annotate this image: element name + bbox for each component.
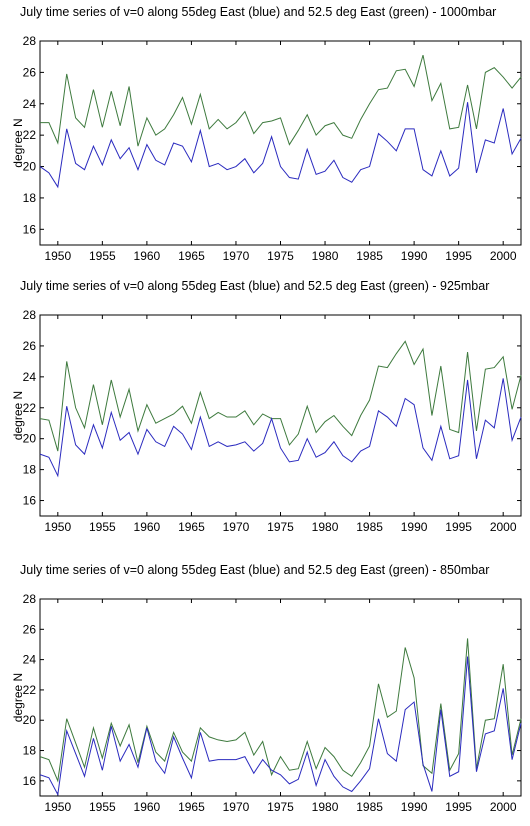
x-tick-label: 1990 xyxy=(401,520,428,534)
y-tick-label: 26 xyxy=(23,65,37,79)
x-tick-label: 1950 xyxy=(44,800,71,814)
x-tick-label: 1955 xyxy=(89,800,116,814)
x-tick-label: 1965 xyxy=(178,800,205,814)
x-tick-label: 1985 xyxy=(356,800,383,814)
x-tick-label: 2000 xyxy=(490,800,517,814)
x-tick-label: 1985 xyxy=(356,249,383,263)
chart-panel-850mbar: July time series of v=0 along 55deg East… xyxy=(0,552,530,826)
x-tick-label: 1960 xyxy=(134,520,161,534)
y-tick-label: 26 xyxy=(23,339,37,353)
x-tick-label: 1975 xyxy=(267,249,294,263)
chart-title: July time series of v=0 along 55deg East… xyxy=(20,5,496,19)
x-tick-label: 1995 xyxy=(445,249,472,263)
y-tick-label: 20 xyxy=(23,432,37,446)
chart-panel-925mbar: July time series of v=0 along 55deg East… xyxy=(0,275,530,545)
y-tick-label: 22 xyxy=(23,683,37,697)
x-tick-label: 2000 xyxy=(490,249,517,263)
series-line-green xyxy=(39,340,522,452)
x-tick-label: 1975 xyxy=(267,800,294,814)
x-tick-label: 1960 xyxy=(134,249,161,263)
y-tick-label: 18 xyxy=(23,191,37,205)
series-line-blue xyxy=(39,378,522,478)
x-tick-label: 1960 xyxy=(134,800,161,814)
x-tick-label: 1980 xyxy=(312,249,339,263)
y-tick-label: 28 xyxy=(23,34,37,48)
y-tick-label: 28 xyxy=(23,308,37,322)
chart-title: July time series of v=0 along 55deg East… xyxy=(20,563,489,577)
series-line-green xyxy=(40,54,522,147)
x-tick-label: 1985 xyxy=(356,520,383,534)
y-tick-label: 22 xyxy=(23,401,37,415)
x-tick-label: 1950 xyxy=(44,249,71,263)
x-tick-label: 1970 xyxy=(223,249,250,263)
x-tick-label: 1950 xyxy=(44,520,71,534)
y-tick-label: 24 xyxy=(23,97,37,111)
y-tick-label: 20 xyxy=(23,713,37,727)
x-tick-label: 1995 xyxy=(445,520,472,534)
y-axis-label: degree N xyxy=(11,391,25,440)
y-tick-label: 22 xyxy=(23,128,37,142)
y-tick-label: 20 xyxy=(23,160,37,174)
series-line-blue xyxy=(39,102,522,189)
y-tick-label: 24 xyxy=(23,653,37,667)
x-tick-label: 1965 xyxy=(178,249,205,263)
chart-title: July time series of v=0 along 55deg East… xyxy=(20,279,489,293)
x-tick-label: 1970 xyxy=(223,800,250,814)
x-tick-label: 1955 xyxy=(89,520,116,534)
x-tick-label: 1965 xyxy=(178,520,205,534)
y-axis-label: degree N xyxy=(11,673,25,722)
chart-panel-1000mbar: July time series of v=0 along 55deg East… xyxy=(0,0,530,270)
y-tick-label: 24 xyxy=(23,370,37,384)
y-tick-label: 28 xyxy=(23,592,37,606)
x-tick-label: 1990 xyxy=(401,800,428,814)
y-tick-label: 16 xyxy=(23,494,37,508)
x-tick-label: 1995 xyxy=(445,800,472,814)
y-tick-label: 18 xyxy=(23,744,37,758)
y-tick-label: 16 xyxy=(23,774,37,788)
x-tick-label: 1990 xyxy=(401,249,428,263)
x-tick-label: 1975 xyxy=(267,520,294,534)
plot-frame xyxy=(39,40,522,246)
series-line-blue xyxy=(39,656,522,797)
x-tick-label: 1970 xyxy=(223,520,250,534)
plot-frame xyxy=(39,598,522,797)
chart-925mbar: July time series of v=0 along 55deg East… xyxy=(11,279,522,534)
y-axis-label: degree N xyxy=(11,118,25,167)
x-tick-label: 1980 xyxy=(312,520,339,534)
x-tick-label: 1980 xyxy=(312,800,339,814)
y-tick-label: 16 xyxy=(23,222,37,236)
y-tick-label: 26 xyxy=(23,622,37,636)
series-line-green xyxy=(39,638,522,783)
x-tick-label: 2000 xyxy=(490,520,517,534)
x-tick-label: 1955 xyxy=(89,249,116,263)
y-tick-label: 18 xyxy=(23,463,37,477)
chart-1000mbar: July time series of v=0 along 55deg East… xyxy=(11,5,522,263)
chart-850mbar: July time series of v=0 along 55deg East… xyxy=(11,563,522,814)
